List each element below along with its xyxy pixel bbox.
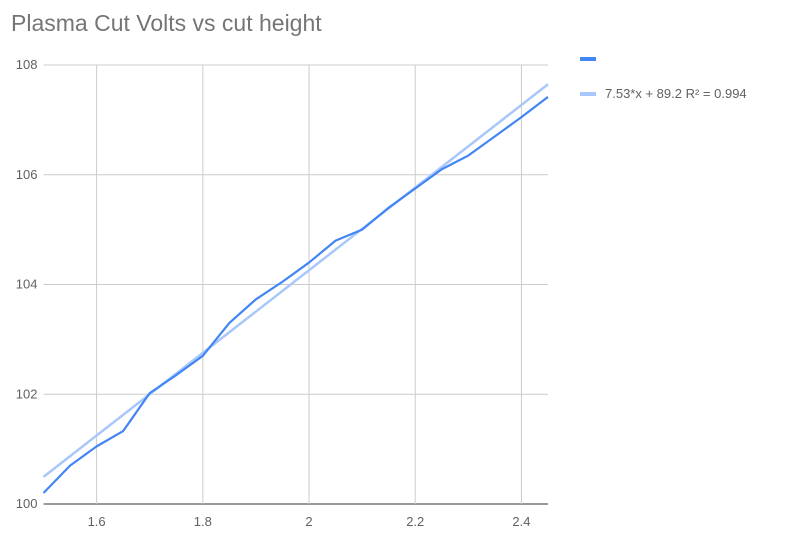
y-tick-label: 104 [16,277,38,292]
legend-item-trendline[interactable]: 7.53*x + 89.2 R² = 0.994 [580,86,747,101]
x-tick-label: 1.8 [194,514,212,529]
legend-item-series[interactable] [580,57,605,61]
x-tick-label: 2 [305,514,312,529]
x-tick-label: 1.6 [88,514,106,529]
y-tick-label: 108 [16,57,38,72]
legend-swatch-trendline [580,91,596,96]
trendline [42,83,549,478]
chart-title: Plasma Cut Volts vs cut height [11,10,322,36]
y-tick-label: 102 [16,386,38,401]
y-tick-label: 100 [16,496,38,511]
series-line [42,95,549,494]
legend-label-trendline: 7.53*x + 89.2 R² = 0.994 [605,86,747,101]
legend-swatch-series [580,57,596,61]
x-tick-label: 2.2 [406,514,424,529]
y-tick-label: 106 [16,167,38,182]
x-tick-label: 2.4 [512,514,530,529]
